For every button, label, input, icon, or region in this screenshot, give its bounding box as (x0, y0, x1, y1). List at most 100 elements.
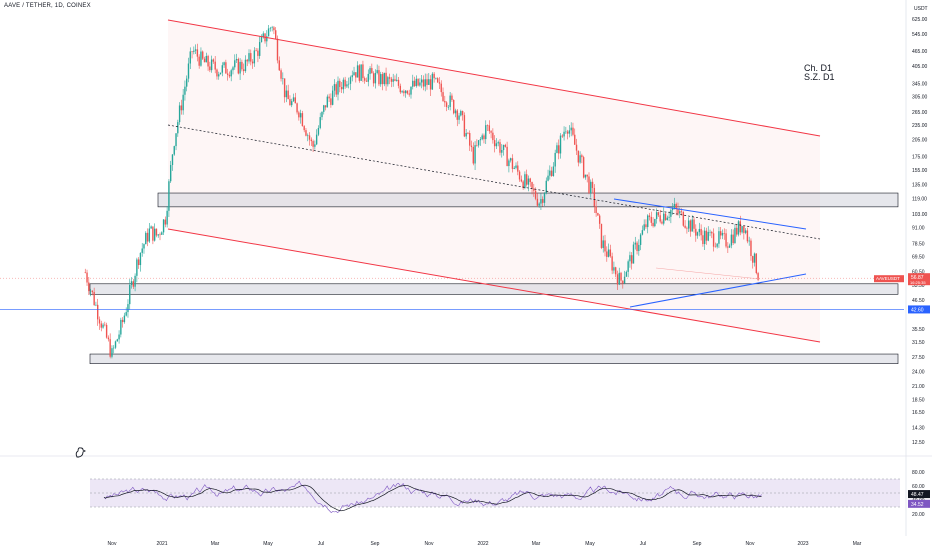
candle-body (378, 70, 380, 85)
candle-body (283, 78, 286, 98)
candle-body (533, 188, 535, 191)
candle-body (429, 79, 432, 90)
candle-body (415, 78, 418, 87)
candle-body (422, 79, 425, 87)
candle-body (105, 324, 108, 338)
candle-body (299, 113, 302, 118)
candle-body (607, 249, 610, 257)
time-tick-label: Nov (108, 541, 117, 547)
candle-body (419, 82, 421, 86)
candle-body (410, 86, 412, 95)
candle-body (479, 139, 482, 141)
candle-body (266, 36, 268, 42)
candle-body (614, 267, 617, 275)
time-tick-label: Mar (853, 541, 862, 547)
candle-body (632, 244, 635, 264)
candle-body (86, 272, 88, 283)
candle-body (727, 246, 729, 248)
time-tick-label: Sep (371, 541, 380, 547)
candle-body (625, 271, 628, 277)
candle-body (454, 110, 457, 114)
candle-body (461, 111, 464, 116)
candle-body (591, 181, 594, 188)
candle-body (752, 256, 754, 263)
price-tick-label: 625.00 (912, 17, 928, 23)
time-tick-label: 2022 (477, 541, 488, 547)
candle-body (559, 135, 562, 154)
candle-body (741, 226, 743, 233)
candle-body (634, 242, 636, 245)
channel-upper-line (167, 19, 821, 137)
candle-body (207, 55, 209, 67)
price-tick-label: 24.00 (912, 369, 925, 375)
candle-body (184, 86, 186, 95)
candle-body (552, 166, 555, 177)
candle-body (150, 226, 152, 229)
candle-body (593, 187, 596, 207)
candle-body (186, 78, 188, 87)
upper-zone (157, 192, 899, 208)
candle-body (556, 145, 558, 153)
candle-body (84, 272, 86, 274)
candle-body (305, 130, 307, 136)
candle-body (246, 59, 248, 62)
candle-body (127, 304, 129, 313)
candle-body (356, 65, 359, 78)
drawing-tool-icon[interactable] (74, 445, 86, 459)
candle-body (132, 281, 135, 287)
candle-body (193, 50, 195, 52)
candle-body (100, 323, 102, 328)
horizontal-level-badge (908, 305, 930, 314)
candle-body (178, 105, 181, 123)
candle-body (534, 190, 537, 199)
candle-body (98, 319, 101, 324)
candle-body (161, 232, 163, 235)
candle-body (746, 230, 749, 242)
candle-body (88, 282, 90, 292)
candle-body (743, 226, 745, 233)
rsi-tick-label: 80.00 (912, 470, 925, 476)
candle-body (269, 27, 272, 29)
candle-body (241, 61, 243, 70)
candle-body (736, 227, 738, 235)
candle-body (134, 275, 136, 287)
candle-body (495, 143, 498, 147)
candle-body (686, 227, 688, 229)
candle-body (155, 228, 158, 236)
candle-body (258, 42, 261, 56)
candle-body (524, 174, 526, 189)
time-tick-label: Mar (211, 541, 220, 547)
candle-body (680, 211, 683, 212)
candle-body (226, 73, 229, 75)
price-tick-label: 405.00 (912, 64, 928, 70)
candle-body (687, 220, 690, 229)
candle-body (267, 28, 270, 37)
candle-body (189, 51, 191, 64)
candle-body (445, 102, 448, 107)
price-tick-label: 205.00 (912, 138, 928, 144)
candle-body (664, 213, 667, 221)
candle-body (139, 252, 142, 266)
candle-body (723, 233, 725, 234)
zone-layer (89, 192, 899, 364)
candle-body (757, 273, 759, 280)
candles-layer (84, 25, 759, 359)
candle-body (255, 50, 257, 52)
candle-body (121, 319, 124, 323)
candle-body (194, 49, 197, 51)
candle-body (202, 51, 204, 59)
candle-body (588, 176, 590, 193)
candle-body (360, 64, 362, 81)
price-tick-label: 53.50 (912, 283, 925, 289)
candle-body (315, 134, 318, 145)
candle-body (344, 79, 346, 87)
candle-body (159, 234, 161, 236)
candle-body (347, 83, 350, 85)
price-tick-label: 545.00 (912, 32, 928, 38)
candle-body (323, 105, 325, 112)
candle-body (550, 170, 553, 177)
candle-body (611, 256, 613, 271)
candle-body (463, 115, 466, 137)
